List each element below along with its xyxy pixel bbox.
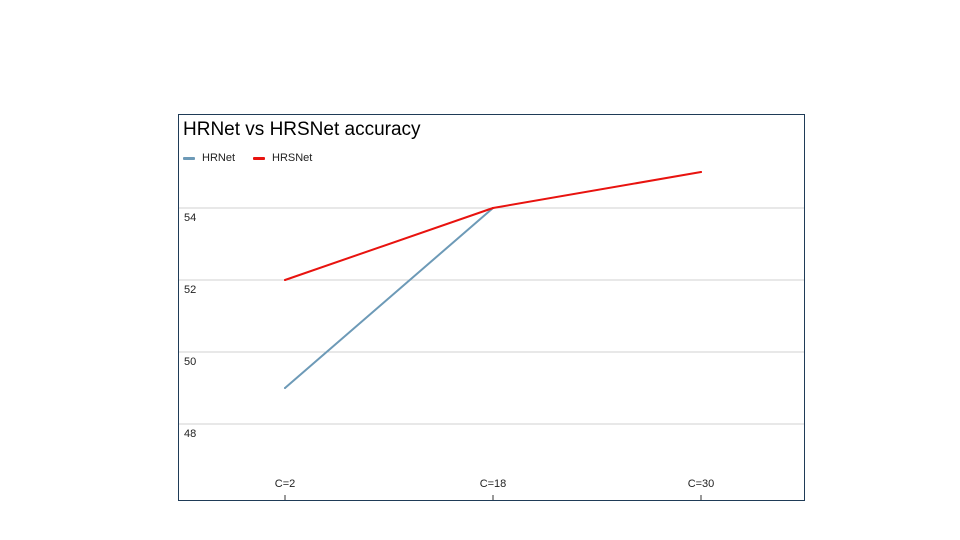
legend-swatch-hrsnet [253,156,266,160]
y-tick-label: 48 [184,428,196,440]
legend-label-hrnet: HRNet [202,152,236,164]
y-tick-label: 52 [184,284,196,296]
chart-title: HRNet vs HRSNet accuracy [183,119,421,140]
series-line-hrsnet [284,171,702,281]
x-tick-label: C=2 [275,478,296,490]
chart-frame: 48 50 52 54 C=2 C=18 C=30 HRNet vs HRSNet accu… [178,114,805,501]
data-point-hrsnet [284,279,286,281]
legend-swatch-hrnet [183,156,195,160]
y-tick-label: 50 [184,356,196,368]
legend-item-hrnet: HRNet [183,152,235,164]
data-point-hrsnet [492,207,494,209]
chart-legend: HRNet HRSNet [183,152,330,164]
data-point-hrnet [284,387,286,389]
legend-item-hrsnet: HRSNet [253,152,312,164]
legend-label-hrsnet: HRSNet [272,152,313,164]
y-tick-label: 54 [184,212,196,224]
series-line-hrnet [284,207,494,389]
x-tick-label: C=18 [480,478,507,490]
x-tick-label: C=30 [688,478,715,490]
data-point-hrsnet [700,171,702,173]
chart-plot: 48 50 52 54 C=2 C=18 C=30 [179,171,804,500]
